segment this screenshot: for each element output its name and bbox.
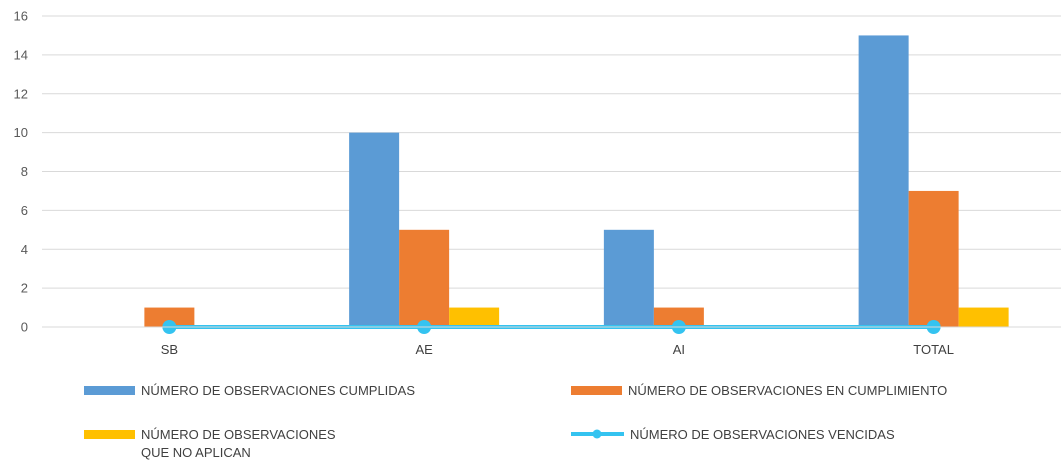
x-tick-label-ae: AE	[415, 342, 433, 357]
legend-item-cumplidas: NÚMERO DE OBSERVACIONES CUMPLIDAS	[84, 383, 415, 398]
legend-label-en-cumplimiento: NÚMERO DE OBSERVACIONES EN CUMPLIMIENTO	[628, 383, 947, 398]
legend-label-cumplidas: NÚMERO DE OBSERVACIONES CUMPLIDAS	[141, 383, 415, 398]
x-tick-label-sb: SB	[161, 342, 178, 357]
y-tick-label-4: 4	[21, 242, 28, 257]
legend: NÚMERO DE OBSERVACIONES CUMPLIDAS NÚMERO…	[84, 383, 947, 460]
gridlines	[42, 15, 1061, 289]
legend-swatch-no-aplican	[84, 430, 135, 439]
legend-label-no-aplican-line1: NÚMERO DE OBSERVACIONES	[141, 427, 336, 442]
legend-swatch-vencidas-marker	[592, 429, 602, 439]
y-tick-label-14: 14	[14, 47, 28, 62]
legend-swatch-en-cumplimiento	[571, 386, 622, 395]
bar-ai-en-cumplimiento	[653, 307, 704, 327]
bar-ae-en-cumplimiento	[399, 229, 450, 327]
y-axis: 0 2 4 6 8 10 12 14 16	[14, 9, 28, 335]
legend-label-no-aplican-line2: QUE NO APLICAN	[141, 445, 251, 460]
y-tick-label-16: 16	[14, 9, 28, 24]
bar-total-cumplidas	[858, 35, 909, 327]
x-tick-label-ai: AI	[673, 342, 685, 357]
x-tick-label-total: TOTAL	[913, 342, 954, 357]
bar-ae-cumplidas	[349, 132, 400, 327]
bar-total-en-cumplimiento	[908, 190, 959, 327]
x-axis: SB AE AI TOTAL	[42, 326, 1061, 357]
bar-total-no-aplican	[958, 307, 1009, 327]
y-tick-label-0: 0	[21, 320, 28, 335]
legend-item-en-cumplimiento: NÚMERO DE OBSERVACIONES EN CUMPLIMIENTO	[571, 383, 947, 398]
legend-item-no-aplican: NÚMERO DE OBSERVACIONES QUE NO APLICAN	[84, 427, 336, 460]
bar-sb-en-cumplimiento	[144, 307, 195, 327]
bar-ai-cumplidas	[603, 229, 654, 327]
y-tick-label-2: 2	[21, 281, 28, 296]
legend-label-vencidas: NÚMERO DE OBSERVACIONES VENCIDAS	[630, 427, 895, 442]
legend-item-vencidas: NÚMERO DE OBSERVACIONES VENCIDAS	[571, 427, 895, 442]
y-tick-label-8: 8	[21, 164, 28, 179]
y-tick-label-6: 6	[21, 203, 28, 218]
y-tick-label-10: 10	[14, 125, 28, 140]
bar-ae-no-aplican	[449, 307, 500, 327]
y-tick-label-12: 12	[14, 86, 28, 101]
legend-swatch-cumplidas	[84, 386, 135, 395]
bars	[144, 35, 1009, 327]
